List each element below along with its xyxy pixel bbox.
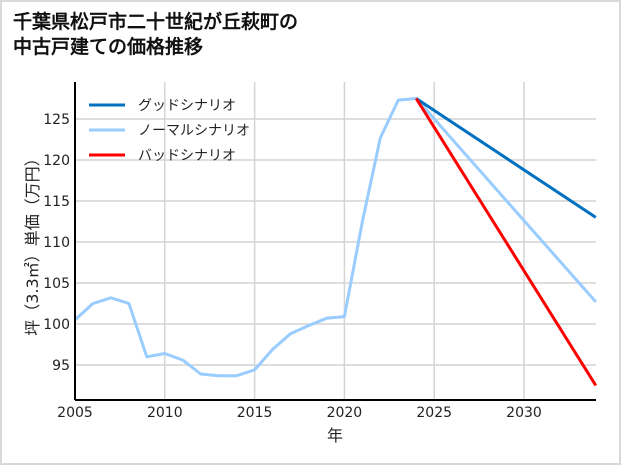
x-tick-label: 2005 [57, 405, 93, 421]
y-tick-label: 125 [43, 112, 70, 128]
y-axis-label: 坪（3.3㎡）単価（万円） [23, 150, 42, 335]
y-tick-label: 105 [43, 276, 70, 292]
x-tick-label: 2025 [416, 405, 452, 421]
legend-label: ノーマルシナリオ [138, 123, 250, 139]
x-axis-label: 年 [327, 426, 343, 445]
legend-label: バッドシナリオ [138, 148, 236, 164]
y-tick-label: 120 [43, 153, 70, 169]
series-line [414, 97, 598, 387]
y-tick-label: 100 [43, 317, 70, 333]
x-tick-label: 2010 [147, 405, 183, 421]
y-tick-label: 110 [43, 235, 70, 251]
title-line-1: 千葉県松戸市二十世紀が丘萩町の [13, 11, 299, 33]
series-lines [73, 97, 598, 387]
axes: 95 100 105 110 115 120 125 2005 2010 2015 2020 2025… [43, 82, 596, 421]
x-tick-label: 2020 [327, 405, 363, 421]
grid-lines [75, 82, 596, 400]
y-tick-label: 115 [43, 194, 70, 210]
x-tick-label: 2015 [237, 405, 273, 421]
title-line-2: 中古戸建ての価格推移 [13, 36, 204, 58]
series-line [73, 97, 597, 378]
series-line [415, 97, 597, 219]
y-tick-label: 95 [52, 358, 70, 374]
legend-label: グッドシナリオ [138, 98, 236, 114]
chart-title: 千葉県松戸市二十世紀が丘萩町の 中古戸建ての価格推移 [13, 10, 298, 60]
x-tick-label: 2030 [506, 405, 542, 421]
